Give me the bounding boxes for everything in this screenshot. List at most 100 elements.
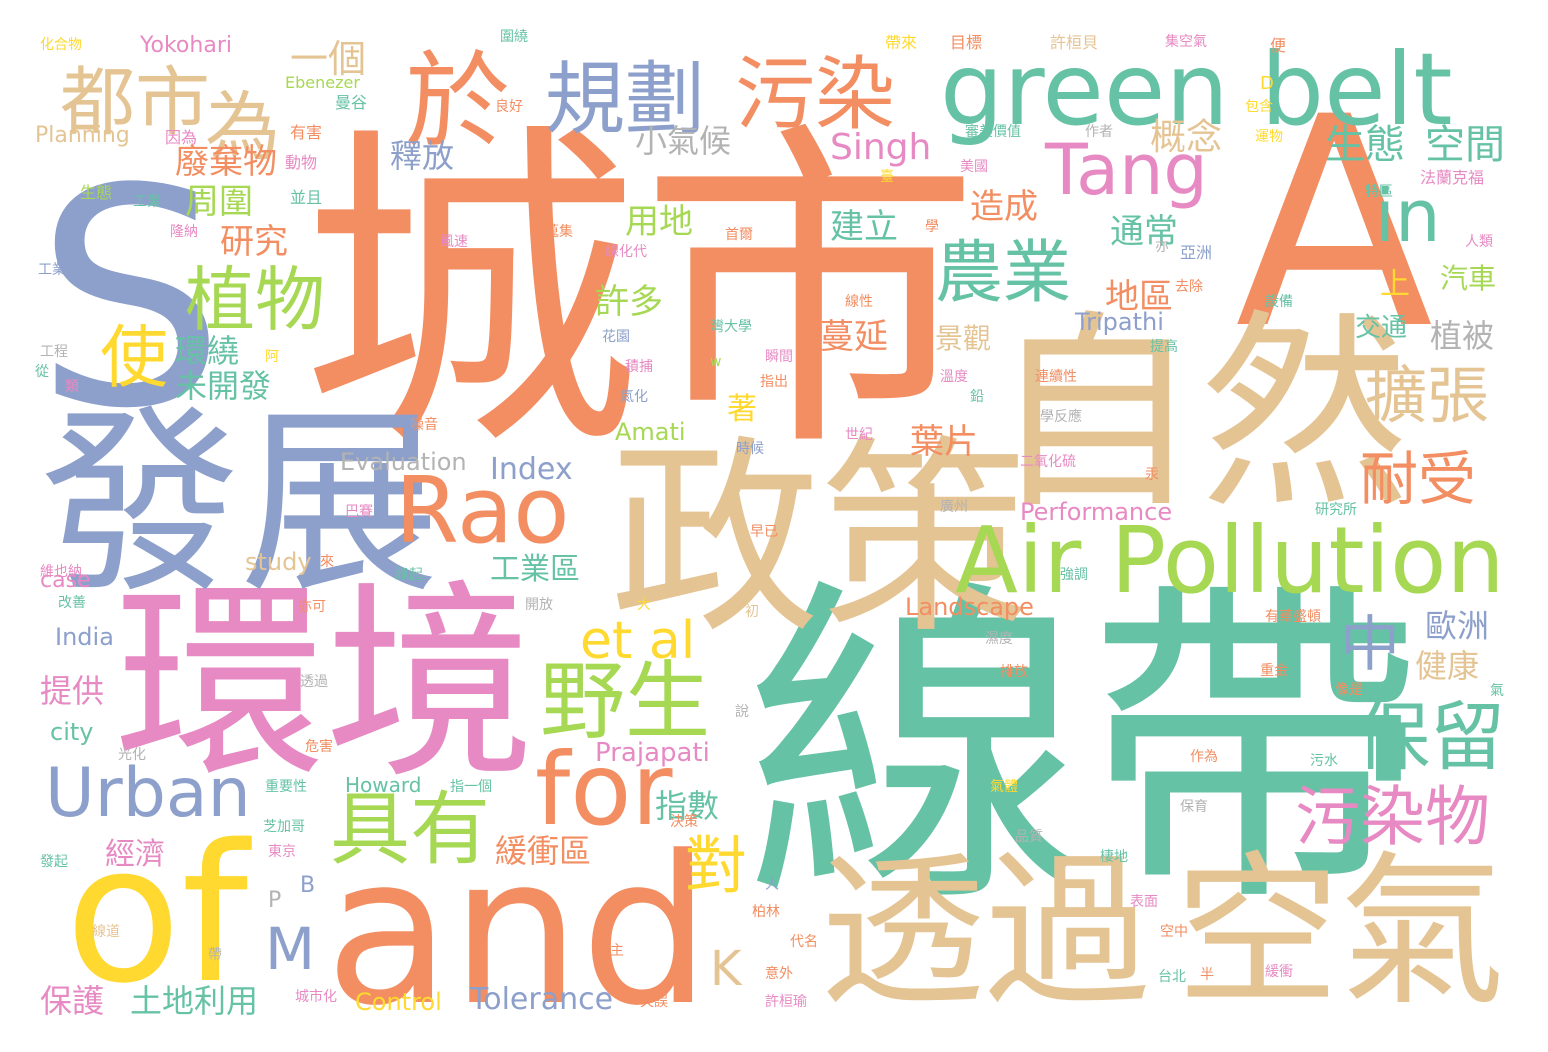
cloud-word: 交通: [1355, 313, 1408, 343]
cloud-word: Howard: [345, 773, 422, 797]
cloud-word: 經濟: [105, 837, 165, 872]
cloud-word: 城市: [300, 97, 980, 493]
cloud-word: 巴賽: [345, 504, 373, 520]
cloud-word: 政策: [610, 417, 1031, 662]
cloud-word: 目標: [950, 33, 983, 52]
cloud-word: 阿: [265, 349, 279, 365]
cloud-word: 著: [727, 392, 757, 427]
cloud-word: 對: [685, 829, 748, 902]
cloud-word: 耐受: [1360, 445, 1477, 513]
cloud-word: 有華盛頓: [1265, 609, 1321, 625]
cloud-word: 決策: [670, 814, 698, 830]
cloud-word: 地區: [1105, 277, 1173, 317]
cloud-word: 柏林: [752, 904, 780, 920]
cloud-word: 東京: [268, 844, 296, 860]
cloud-word: Control: [355, 988, 442, 1016]
cloud-word: et al: [580, 611, 696, 671]
cloud-word: 特區: [1365, 184, 1393, 200]
cloud-word: Planning: [35, 123, 130, 148]
cloud-word: 危害: [305, 739, 333, 755]
cloud-word: 空中: [1160, 924, 1188, 940]
cloud-word: 集空氣: [1165, 34, 1207, 50]
cloud-word: 二氧化硫: [1020, 454, 1076, 470]
cloud-word: 亞洲: [1180, 243, 1213, 262]
cloud-word: 植物: [185, 259, 325, 341]
cloud-word: 緩衝區: [495, 832, 592, 870]
cloud-word: 提供: [40, 672, 105, 710]
cloud-word: 指出: [760, 374, 788, 390]
cloud-word: 亦: [1155, 239, 1169, 255]
cloud-word: 污染: [735, 48, 895, 141]
cloud-word: 未開發: [175, 367, 272, 405]
cloud-word: 線帶: [745, 552, 1425, 948]
cloud-word: 保護: [40, 982, 105, 1020]
cloud-word: 首爾: [725, 227, 753, 243]
cloud-word: 線化代: [605, 244, 647, 260]
cloud-word: 連續性: [1035, 369, 1077, 385]
cloud-word: 便: [1270, 36, 1287, 55]
cloud-word: 風速: [440, 234, 468, 250]
cloud-word: 氣體: [990, 779, 1018, 795]
cloud-word: 圍繞: [500, 29, 528, 45]
cloud-word: 改善: [58, 595, 86, 611]
cloud-word: 生態: [1325, 122, 1405, 168]
cloud-word: 台北: [1158, 969, 1186, 985]
cloud-word: 開放: [525, 597, 553, 613]
cloud-word: 主: [610, 943, 624, 959]
cloud-word: 代名: [790, 934, 818, 950]
cloud-word: A: [1235, 56, 1434, 393]
cloud-word: case: [40, 568, 91, 593]
cloud-word: Yokohari: [140, 33, 232, 58]
cloud-word: 棲地: [1100, 849, 1128, 865]
cloud-word: 使: [100, 319, 169, 398]
cloud-word: 小氣候: [635, 122, 732, 160]
cloud-word: 葉片: [910, 422, 978, 462]
cloud-word: 歐洲: [1425, 607, 1490, 645]
cloud-word: 工業化: [38, 262, 80, 278]
cloud-word: 野生: [540, 653, 711, 752]
cloud-word: Singh: [830, 127, 932, 168]
cloud-word: 擴張: [1365, 359, 1490, 432]
cloud-word: 初: [745, 604, 759, 620]
cloud-word: 法蘭克福: [1420, 168, 1485, 187]
cloud-word: 線道: [92, 924, 120, 940]
cloud-word: 作為: [1190, 749, 1218, 765]
cloud-word: 帶來: [885, 33, 918, 52]
cloud-word: of: [65, 804, 249, 1025]
cloud-word: 學反應: [1040, 409, 1082, 425]
cloud-word: 作者: [1085, 124, 1113, 140]
cloud-word: 類: [65, 379, 79, 395]
cloud-word: 許桓貝: [1050, 33, 1099, 52]
cloud-word: 光化: [118, 747, 146, 763]
cloud-word: 鉛: [970, 389, 984, 405]
cloud-word: B: [300, 873, 316, 898]
cloud-word: 去除: [1175, 279, 1203, 295]
cloud-word: 城市化: [295, 989, 337, 1005]
cloud-word: 發展: [40, 388, 441, 621]
cloud-word: 像是: [1335, 682, 1363, 698]
cloud-word: 失誤: [640, 994, 668, 1010]
cloud-word: 美國: [960, 159, 988, 175]
cloud-word: 許桓瑜: [765, 994, 807, 1010]
cloud-word: 用地: [625, 202, 693, 242]
cloud-word: Urban: [45, 754, 251, 833]
cloud-word: 生態: [80, 183, 113, 202]
cloud-word: 說: [735, 704, 749, 720]
cloud-word: 為: [205, 83, 281, 171]
cloud-word: 臺: [880, 169, 894, 185]
cloud-word: 世紀: [845, 427, 873, 443]
cloud-word: Index: [490, 452, 573, 487]
cloud-word: 釋放: [390, 137, 455, 175]
cloud-word: 規劃: [545, 53, 705, 146]
cloud-word: 曼谷: [335, 93, 368, 112]
cloud-word: 建立: [830, 207, 898, 247]
cloud-word: 造成: [970, 187, 1038, 227]
cloud-word: 透過: [820, 836, 1150, 1028]
cloud-word: 景觀: [935, 322, 992, 355]
cloud-word: Evaluation: [340, 448, 467, 476]
cloud-word: 設備: [1265, 294, 1293, 310]
cloud-word: 來: [320, 554, 334, 570]
cloud-word: Rao: [395, 457, 570, 564]
cloud-word: 線性: [845, 294, 873, 310]
cloud-word: 提高: [1150, 339, 1178, 355]
